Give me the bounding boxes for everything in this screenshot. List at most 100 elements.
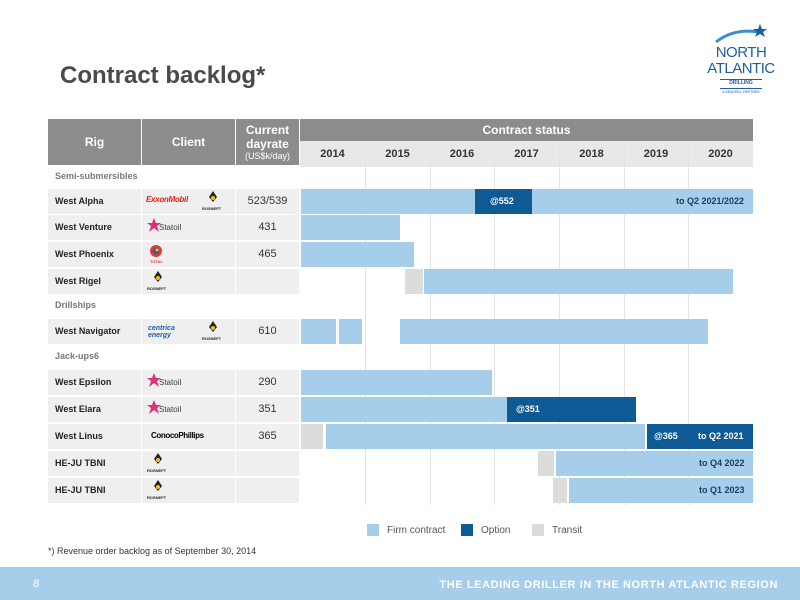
client-cell: centrica energy ROSNEFT [142,319,235,344]
contract-end-label: to Q1 2023 [699,485,745,495]
logo-text-north: NORTH [715,44,767,61]
logo-text-atlantic: ATLANTIC [707,60,775,77]
year-header-row: 2014 2015 2016 2017 2018 2019 2020 [300,141,753,167]
logo-text-drilling: DRILLING [729,80,753,86]
section-semi-submersibles: Semi-submersibles [48,167,300,186]
rosneft-icon [209,321,217,332]
rig-name: HE-JU TBNI [48,478,141,503]
dayrate-value [236,269,299,294]
firm-contract-bar [301,189,475,214]
dayrate-value: 290 [236,370,299,395]
client-cell: Statoil [142,370,235,395]
client-logo-centrica: centrica energy [148,325,175,339]
logo-text-partner: A SEADRILL PARTNER [722,90,760,94]
firm-contract-bar [301,319,336,344]
client-cell: ExxonMobil ROSNEFT [142,189,235,214]
dayrate-value [236,478,299,503]
footer-tagline: THE LEADING DRILLER IN THE NORTH ATLANTI… [439,579,778,591]
contract-end-label: to Q2 2021 [698,431,744,441]
client-logo-rosneft: ROSNEFT [147,495,167,500]
option-rate-label: @351 [516,404,540,414]
header-dayrate: Current dayrate (US$k/day) [236,119,299,165]
company-logo: NORTH ATLANTIC DRILLING A SEADRILL PARTN… [706,22,776,104]
header-contract-status: Contract status [300,119,753,141]
option-bar [475,189,532,214]
firm-contract-bar [556,451,753,476]
year-2017: 2017 [514,148,539,160]
rosneft-icon [154,271,162,282]
logo-divider [720,88,762,89]
year-2016: 2016 [449,148,475,160]
legend-label: Transit [552,524,583,536]
contract-end-label: to Q4 2022 [699,458,745,468]
rosneft-icon [154,453,162,464]
legend-label: Option [481,524,511,536]
footnote: *) Revenue order backlog as of September… [48,546,257,556]
client-cell: TOTAL [142,242,235,267]
rig-name: West Phoenix [48,242,141,267]
rig-name: West Rigel [48,269,141,294]
legend-label: Firm contract [387,524,446,536]
rig-name: West Linus [48,424,141,449]
firm-contract-bar [339,319,362,344]
firm-contract-bar [532,189,753,214]
gridline [365,141,366,505]
section-drillships: Drillships [48,296,300,315]
transit-bar [538,451,554,476]
client-logo-rosneft: ROSNEFT [147,286,167,291]
client-logo-rosneft: ROSNEFT [202,206,222,211]
firm-contract-bar [301,242,414,267]
transit-bar [301,424,323,449]
year-2019: 2019 [643,148,669,160]
legend-option: Option [461,522,510,538]
rosneft-icon [154,480,162,491]
client-cell: ConocoPhillips [142,424,235,449]
option-rate-label: @365 [654,431,678,441]
year-2015: 2015 [385,148,410,160]
header-client: Client [142,119,235,165]
logo-divider [720,79,762,80]
firm-contract-bar [301,370,492,395]
table-row: HE-JU TBNI ROSNEFT [48,478,300,503]
dayrate-value: 523/539 [236,189,299,214]
year-2018: 2018 [579,148,604,160]
dayrate-value [236,451,299,476]
client-logo-rosneft: ROSNEFT [147,468,167,473]
total-icon [150,245,162,257]
contract-end-label: to Q2 2021/2022 [676,196,745,206]
legend-swatch-option [461,524,473,536]
table-row: West Venture Statoil 431 [48,215,300,240]
client-cell: ROSNEFT [142,269,235,294]
year-2020: 2020 [708,148,733,160]
client-cell: Statoil [142,397,235,422]
header-dayrate-label: Current dayrate [245,122,290,151]
section-jack-ups: Jack-ups6 [48,347,300,366]
client-logo-statoil: Statoil [159,378,182,387]
dayrate-value: 465 [236,242,299,267]
rig-name: HE-JU TBNI [48,451,141,476]
option-rate-label: @552 [490,196,514,206]
rig-name: West Alpha [48,189,141,214]
client-logo-total: TOTAL [150,259,163,264]
star-swoosh-icon [715,24,767,44]
table-row: West Phoenix TOTAL 465 [48,242,300,267]
table-row: West Linus ConocoPhillips 365 [48,424,300,449]
dayrate-value: 610 [236,319,299,344]
footer-bar [0,567,800,600]
header-dayrate-unit: (US$k/day) [244,150,290,161]
table-row: West Epsilon Statoil 290 [48,370,300,395]
table-row: West Alpha ExxonMobil ROSNEFT 523/539 [48,189,300,214]
client-cell: ROSNEFT [142,478,235,503]
firm-contract-bar [301,215,400,240]
option-bar [647,424,753,449]
header-rig: Rig [48,119,141,165]
client-logo-rosneft: ROSNEFT [202,336,222,341]
client-logo-statoil: Statoil [159,405,182,414]
statoil-star-icon [147,373,161,387]
legend-swatch-firm [367,524,379,536]
firm-contract-bar [400,319,708,344]
dayrate-value: 365 [236,424,299,449]
firm-contract-bar [326,424,645,449]
table-row: HE-JU TBNI ROSNEFT [48,451,300,476]
client-logo-statoil: Statoil [159,223,182,232]
